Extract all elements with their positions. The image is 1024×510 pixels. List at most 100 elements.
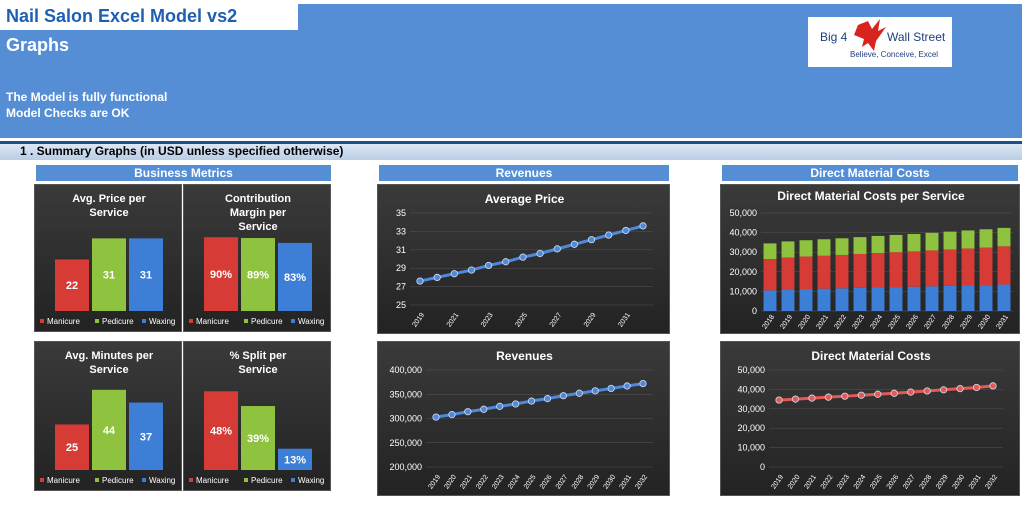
data-point xyxy=(450,270,458,278)
x-tick-label: 2021 xyxy=(446,312,461,329)
x-tick-label: 2028 xyxy=(941,314,956,331)
chart-title: Revenues xyxy=(496,349,553,363)
legend-label: Waxing xyxy=(149,317,175,326)
y-tick-label: 30,000 xyxy=(737,404,765,414)
chart-avg-minutes-per-service: Avg. Minutes per Service 25 44 37 Manicure Ped… xyxy=(34,341,182,491)
y-tick-label: 0 xyxy=(752,306,757,316)
page-subtitle: Graphs xyxy=(6,35,70,55)
stacked-bar-segment xyxy=(961,285,975,311)
bar-data-label: 22 xyxy=(66,280,78,292)
y-tick-label: 50,000 xyxy=(737,365,765,375)
x-tick-label: 2026 xyxy=(905,314,920,331)
stacked-bar-segment xyxy=(763,290,777,311)
y-tick-label: 25 xyxy=(396,300,406,310)
x-tick-label: 2024 xyxy=(869,314,884,331)
bar-manicure xyxy=(204,237,238,311)
legend-marker xyxy=(291,319,295,323)
y-tick-label: 35 xyxy=(396,208,406,218)
x-tick-label: 2022 xyxy=(833,314,848,331)
data-point xyxy=(857,391,865,399)
legend-marker xyxy=(189,319,193,323)
chart-title-line: Avg. Price per xyxy=(72,193,146,205)
y-tick-label: 50,000 xyxy=(729,208,757,218)
stacked-bar-segment xyxy=(835,288,849,311)
stacked-bar-segment xyxy=(835,254,849,289)
bar-waxing xyxy=(129,238,163,311)
stacked-bar-segment xyxy=(907,286,921,311)
chart-average-price: Average Price 25 27 29 31 33 35 2019 2021 2023 202… xyxy=(377,184,670,334)
bar-data-label: 25 xyxy=(66,442,78,454)
data-point xyxy=(570,240,578,248)
x-tick-label: 2021 xyxy=(459,474,474,491)
x-tick-label: 2029 xyxy=(959,314,974,331)
x-tick-label: 2032 xyxy=(634,474,649,491)
x-tick-label: 2030 xyxy=(977,314,992,331)
x-tick-label: 2020 xyxy=(787,474,802,491)
status-functional: The Model is fully functional xyxy=(6,90,168,104)
x-tick-label: 2019 xyxy=(427,474,442,491)
x-tick-label: 2022 xyxy=(475,474,490,491)
stacked-bar-segment xyxy=(781,241,795,258)
data-point xyxy=(639,379,647,388)
data-point xyxy=(527,397,536,405)
stacked-bar-segment xyxy=(943,285,957,311)
y-tick-label: 200,000 xyxy=(389,462,422,472)
bar-data-label: 83% xyxy=(284,272,306,284)
x-tick-label: 2029 xyxy=(587,474,602,491)
legend-label: Pedicure xyxy=(251,476,283,485)
chart-title: Direct Material Costs xyxy=(811,349,931,363)
x-tick-label: 2023 xyxy=(491,474,506,491)
legend-label: Pedicure xyxy=(102,317,134,326)
stacked-bar-segment xyxy=(961,230,975,249)
x-tick-label: 2025 xyxy=(523,474,538,491)
legend-marker xyxy=(142,478,146,482)
data-point xyxy=(923,387,931,395)
stacked-bar-segment xyxy=(997,227,1011,247)
y-tick-label: 0 xyxy=(760,462,765,472)
data-point xyxy=(890,389,898,397)
x-tick-label: 2025 xyxy=(887,314,902,331)
x-tick-label: 2030 xyxy=(603,474,618,491)
data-point xyxy=(464,408,472,416)
chart-title-line: % Split per xyxy=(230,350,288,362)
legend-marker xyxy=(40,478,44,482)
stacked-bar-segment xyxy=(907,251,921,287)
bar-data-label: 31 xyxy=(103,270,115,282)
chart-title-line: Service xyxy=(238,364,277,376)
group-header-dmc: Direct Material Costs xyxy=(722,165,1018,181)
stacked-bar-segment xyxy=(799,240,813,257)
x-tick-label: 2020 xyxy=(443,474,458,491)
chart-dmc-per-service: Direct Material Costs per Service 0 10,000… xyxy=(720,184,1020,334)
y-tick-label: 350,000 xyxy=(389,389,422,399)
stacked-bar-segment xyxy=(961,248,975,286)
legend-label: Manicure xyxy=(47,476,80,485)
y-tick-label: 30,000 xyxy=(729,247,757,257)
data-point xyxy=(623,382,631,390)
legend-label: Pedicure xyxy=(102,476,134,485)
status-checks: Model Checks are OK xyxy=(6,106,130,120)
legend-label: Pedicure xyxy=(251,317,283,326)
page-title: Nail Salon Excel Model vs2 xyxy=(6,6,238,26)
y-tick-label: 20,000 xyxy=(729,267,757,277)
stacked-bar-segment xyxy=(799,256,813,290)
company-logo: Big 4 Wall Street Believe, Conceive, Exc… xyxy=(808,17,952,67)
logo-name: Big 4 xyxy=(820,30,848,44)
y-tick-label: 250,000 xyxy=(389,438,422,448)
x-tick-label: 2027 xyxy=(549,312,564,329)
legend-marker xyxy=(95,478,99,482)
data-point xyxy=(519,253,527,261)
data-point xyxy=(824,393,832,401)
x-tick-label: 2025 xyxy=(514,312,529,329)
stacked-bar-segment xyxy=(925,286,939,311)
x-tick-label: 2029 xyxy=(583,312,598,329)
bar-data-label: 89% xyxy=(247,270,269,282)
data-point xyxy=(543,395,552,403)
x-tick-label: 2031 xyxy=(619,474,634,491)
y-tick-label: 20,000 xyxy=(737,423,765,433)
bar-data-label: 90% xyxy=(210,269,232,281)
legend-marker xyxy=(244,319,248,323)
legend-label: Waxing xyxy=(298,317,324,326)
x-tick-label: 2023 xyxy=(851,314,866,331)
data-point xyxy=(587,236,596,244)
x-tick-label: 2025 xyxy=(869,474,884,491)
